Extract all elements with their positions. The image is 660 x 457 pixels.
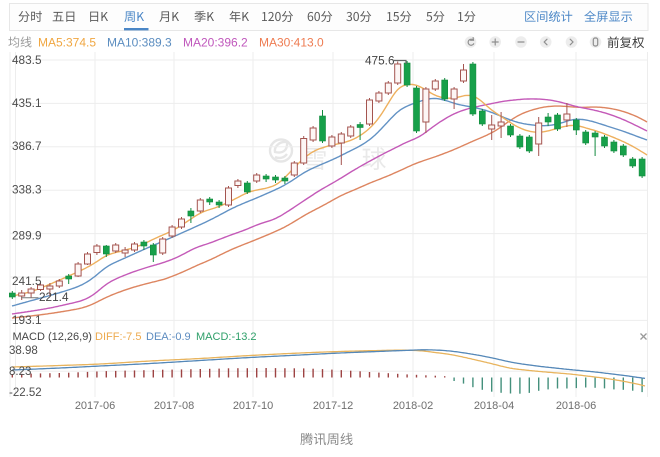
svg-text:289.9: 289.9 (12, 229, 42, 243)
svg-text:2018-04: 2018-04 (474, 400, 514, 412)
svg-text:338.3: 338.3 (12, 183, 42, 197)
svg-text:2017-10: 2017-10 (233, 400, 273, 412)
svg-text:MA10:389.3: MA10:389.3 (107, 36, 172, 50)
svg-text:386.7: 386.7 (12, 139, 42, 153)
svg-text:MA20:396.2: MA20:396.2 (183, 36, 248, 50)
svg-text:MA5:374.5: MA5:374.5 (38, 36, 96, 50)
svg-text:38.98: 38.98 (9, 345, 38, 357)
svg-text:DEA:-0.9: DEA:-0.9 (146, 331, 191, 343)
svg-text:8.23: 8.23 (9, 366, 31, 378)
svg-text:241.5: 241.5 (12, 274, 42, 288)
svg-text:475.6: 475.6 (365, 54, 395, 68)
svg-text:MA30:413.0: MA30:413.0 (259, 36, 324, 50)
svg-text:2017-08: 2017-08 (154, 400, 194, 412)
svg-text:2017-06: 2017-06 (75, 400, 115, 412)
svg-text:2018-06: 2018-06 (556, 400, 596, 412)
svg-text:483.5: 483.5 (12, 53, 42, 67)
svg-text:221.4: 221.4 (39, 290, 69, 304)
svg-text:DIFF:-7.5: DIFF:-7.5 (95, 331, 141, 343)
svg-text:MACD (12,26,9): MACD (12,26,9) (13, 331, 92, 343)
svg-text:MACD:-13.2: MACD:-13.2 (196, 331, 257, 343)
svg-text:193.1: 193.1 (12, 313, 42, 327)
svg-text:435.1: 435.1 (12, 96, 42, 110)
svg-text:-22.52: -22.52 (9, 387, 42, 399)
svg-text:2017-12: 2017-12 (313, 400, 353, 412)
svg-text:2018-02: 2018-02 (393, 400, 433, 412)
